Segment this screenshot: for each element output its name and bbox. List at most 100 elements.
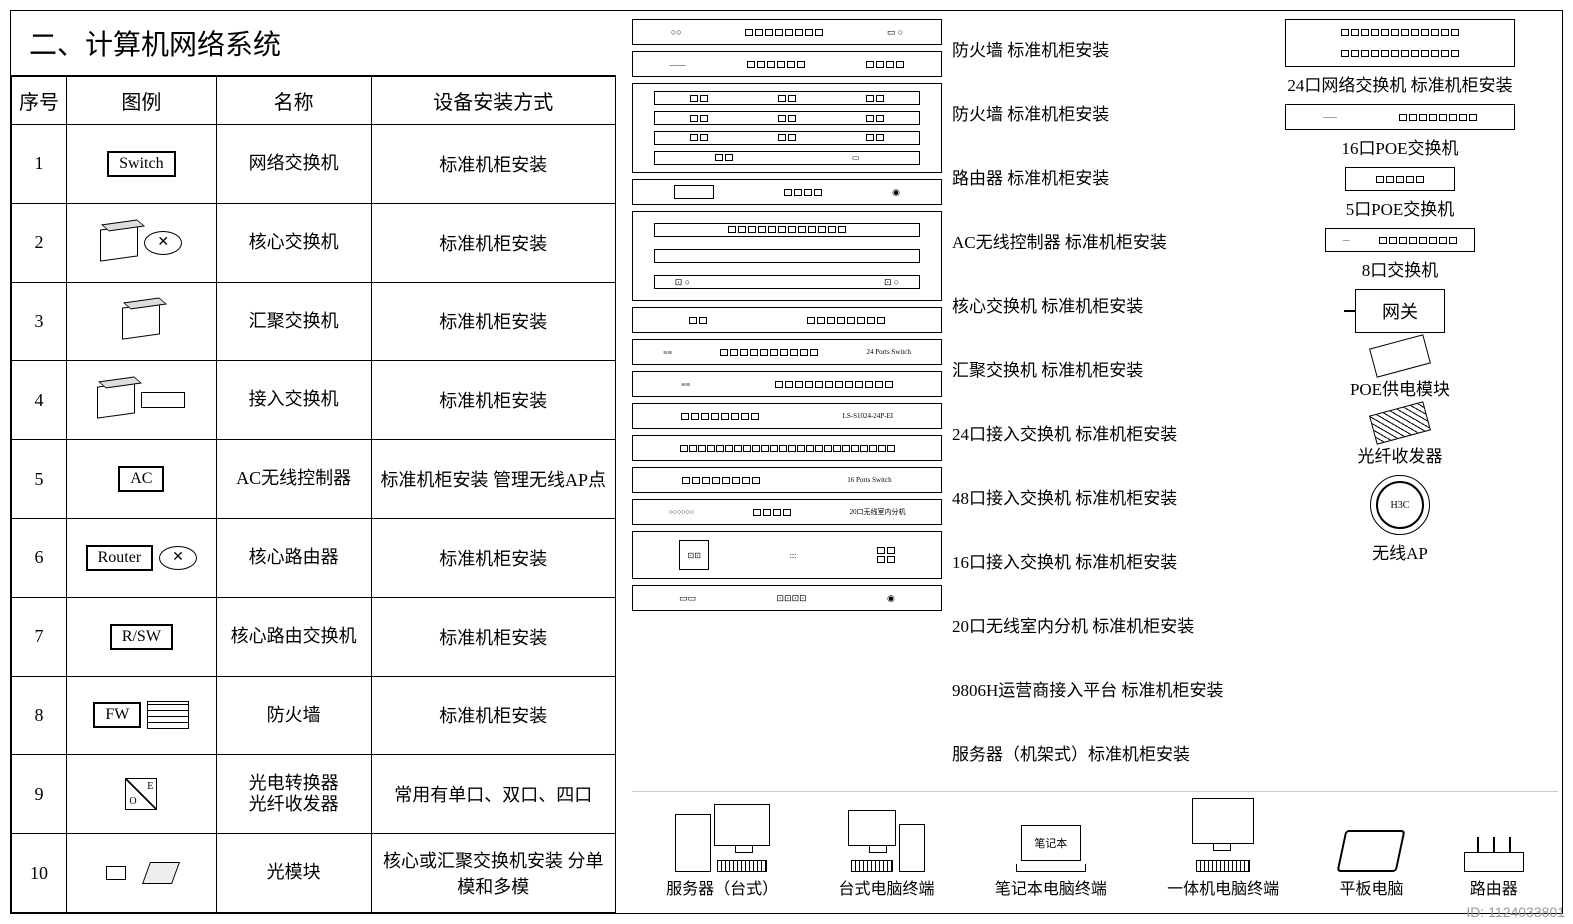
- switch-8-label: 8口交换机: [1362, 256, 1439, 281]
- equipment-label: 防火墙 标准机柜安装: [952, 40, 1232, 62]
- switch-24-item: 24口网络交换机 标准机柜安装: [1285, 19, 1515, 96]
- install-cell: 标准机柜安装: [371, 361, 616, 440]
- header-row: 序号 图例 名称 设备安装方式: [12, 77, 616, 125]
- poe-module-item: POE供电模块: [1350, 341, 1450, 400]
- poe-5-item: 5口POE交换机: [1345, 167, 1455, 220]
- device-label-2: 笔记本电脑终端: [995, 875, 1107, 899]
- icon-cell: R/SW: [66, 597, 216, 676]
- table-row: 6Router核心路由器标准机柜安装: [12, 518, 616, 597]
- install-cell: 标准机柜安装: [371, 676, 616, 755]
- equipment-label: AC无线控制器 标准机柜安装: [952, 232, 1232, 254]
- name-cell: 光电转换器光纤收发器: [216, 755, 371, 834]
- install-cell: 标准机柜安装: [371, 203, 616, 282]
- install-cell: 标准机柜安装: [371, 125, 616, 204]
- fiber-transceiver-item: 光纤收发器: [1358, 408, 1443, 467]
- equipment-label: 20口无线室内分机 标准机柜安装: [952, 616, 1232, 638]
- header-icon: 图例: [66, 77, 216, 125]
- aggregation-switch-rack-2: ≡≡ 24 Ports Switch: [632, 339, 942, 365]
- firewall-rack-1: ○○ ▭ ○: [632, 19, 942, 45]
- name-cell: 核心交换机: [216, 203, 371, 282]
- legend-table: 序号 图例 名称 设备安装方式 1Switch网络交换机标准机柜安装2核心交换机…: [11, 76, 616, 913]
- router-rack: ▭: [632, 83, 942, 173]
- router-device: 路由器: [1464, 852, 1524, 899]
- table-row: 5ACAC无线控制器标准机柜安装 管理无线AP点: [12, 440, 616, 519]
- ac-controller-rack: ◉: [632, 179, 942, 205]
- access-switch-16-rack: 16 Ports Switch: [632, 467, 942, 493]
- seq-cell: 5: [12, 440, 67, 519]
- fiber-label: 光纤收发器: [1358, 442, 1443, 467]
- poe-5-label: 5口POE交换机: [1346, 195, 1455, 220]
- seq-cell: 3: [12, 282, 67, 361]
- device-label-1: 台式电脑终端: [838, 875, 934, 899]
- name-cell: 防火墙: [216, 676, 371, 755]
- right-products-column: 24口网络交换机 标准机柜安装 —— 16口POE交换机 5口POE交换机: [1242, 19, 1558, 787]
- core-switch-rack: ⊡ ○⊡ ○: [632, 211, 942, 301]
- header-name: 名称: [216, 77, 371, 125]
- rack-images-column: ○○ ▭ ○ —— ▭ ◉: [632, 19, 942, 787]
- ap-label: 无线AP: [1372, 539, 1428, 564]
- name-cell: 光模块: [216, 834, 371, 913]
- equipment-label: 16口接入交换机 标准机柜安装: [952, 552, 1232, 574]
- wireless-ap-item: H3C 无线AP: [1370, 475, 1430, 564]
- equipment-label: 汇聚交换机 标准机柜安装: [952, 360, 1232, 382]
- name-cell: AC无线控制器: [216, 440, 371, 519]
- table-row: 1Switch网络交换机标准机柜安装: [12, 125, 616, 204]
- wireless-indoor-rack: ○○○○○○ 20口无线室内分机: [632, 499, 942, 525]
- table-row: 10光模块核心或汇聚交换机安装 分单模和多模: [12, 834, 616, 913]
- icon-cell: Switch: [66, 125, 216, 204]
- ap-icon: H3C: [1370, 475, 1430, 535]
- seq-cell: 9: [12, 755, 67, 834]
- name-cell: 接入交换机: [216, 361, 371, 440]
- seq-cell: 7: [12, 597, 67, 676]
- install-cell: 标准机柜安装: [371, 518, 616, 597]
- table-row: 8FW防火墙标准机柜安装: [12, 676, 616, 755]
- device-label-0: 服务器（台式）: [666, 875, 778, 899]
- equipment-label: 防火墙 标准机柜安装: [952, 104, 1232, 126]
- icon-cell: [66, 834, 216, 913]
- poe-module-label: POE供电模块: [1350, 375, 1450, 400]
- aio-pc-device: 一体机电脑终端: [1167, 798, 1279, 899]
- seq-cell: 4: [12, 361, 67, 440]
- icon-cell: [66, 361, 216, 440]
- firewall-rack-2: ——: [632, 51, 942, 77]
- icon-cell: [66, 282, 216, 361]
- carrier-platform-rack: ⊡⊡ :::: [632, 531, 942, 579]
- laptop-device: 笔记本 笔记本电脑终端: [995, 825, 1107, 899]
- table-row: 9EO光电转换器光纤收发器常用有单口、双口、四口: [12, 755, 616, 834]
- name-cell: 核心路由交换机: [216, 597, 371, 676]
- legend-panel: 二、计算机网络系统 序号 图例 名称 设备安装方式 1Switch网络交换机标准…: [11, 11, 616, 913]
- equipment-panel: ○○ ▭ ○ —— ▭ ◉: [628, 11, 1562, 913]
- desktop-pc-device: 台式电脑终端: [838, 810, 934, 899]
- equipment-label: 48口接入交换机 标准机柜安装: [952, 488, 1232, 510]
- gateway-item: 网关: [1355, 289, 1445, 333]
- poe-16-item: —— 16口POE交换机: [1285, 104, 1515, 159]
- switch-8-item: — 8口交换机: [1325, 228, 1475, 281]
- device-label-4: 平板电脑: [1339, 875, 1403, 899]
- equipment-label: 服务器（机架式）标准机柜安装: [952, 744, 1232, 766]
- fiber-icon: [1369, 401, 1431, 444]
- poe-module-icon: [1369, 334, 1431, 377]
- aggregation-switch-rack-1: [632, 307, 942, 333]
- install-cell: 标准机柜安装 管理无线AP点: [371, 440, 616, 519]
- access-switch-24-rack-2: LS-S1024-24P-EI: [632, 403, 942, 429]
- watermark: ID: 1124033801: [1466, 904, 1565, 920]
- equipment-label: 核心交换机 标准机柜安装: [952, 296, 1232, 318]
- section-title: 二、计算机网络系统: [11, 11, 616, 76]
- gateway-icon: 网关: [1355, 289, 1445, 333]
- icon-cell: EO: [66, 755, 216, 834]
- seq-cell: 6: [12, 518, 67, 597]
- name-cell: 网络交换机: [216, 125, 371, 204]
- table-row: 4 接入交换机标准机柜安装: [12, 361, 616, 440]
- install-cell: 标准机柜安装: [371, 597, 616, 676]
- install-cell: 标准机柜安装: [371, 282, 616, 361]
- equipment-label: 24口接入交换机 标准机柜安装: [952, 424, 1232, 446]
- server-desktop-device: 服务器（台式）: [666, 804, 778, 899]
- icon-cell: Router: [66, 518, 216, 597]
- icon-cell: FW: [66, 676, 216, 755]
- equipment-label: 路由器 标准机柜安装: [952, 168, 1232, 190]
- install-cell: 常用有单口、双口、四口: [371, 755, 616, 834]
- table-row: 2核心交换机标准机柜安装: [12, 203, 616, 282]
- server-rack: ▭▭ ⊡⊡⊡⊡ ◉: [632, 585, 942, 611]
- seq-cell: 8: [12, 676, 67, 755]
- icon-cell: AC: [66, 440, 216, 519]
